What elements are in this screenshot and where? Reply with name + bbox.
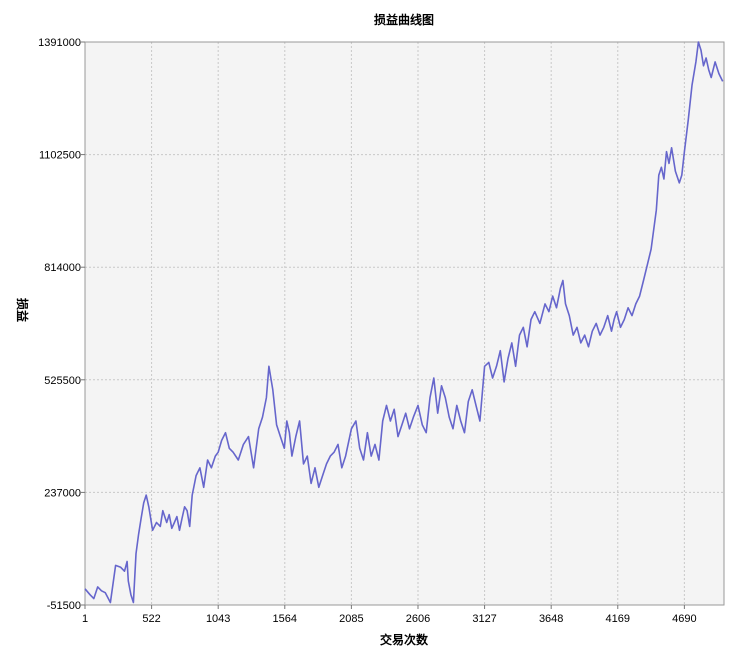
y-tick-label: 525500 [44, 375, 81, 387]
y-axis-ticks: -51500 237000 525500 814000 1102500 1391000 [38, 37, 85, 612]
x-tick-label: 1043 [206, 613, 230, 625]
x-tick-label: 1564 [273, 613, 297, 625]
y-tick-label: 814000 [44, 262, 81, 274]
plot-border [84, 41, 725, 606]
series-line-profit [84, 41, 724, 604]
chart-title: 损益曲线图 [374, 12, 434, 27]
x-axis-ticks: 1 522 1043 1564 2085 2606 3127 3648 4169 4690 [82, 605, 697, 625]
y-axis-label: 损益 [15, 298, 30, 322]
y-tick-label: 1391000 [38, 37, 81, 49]
x-tick-label: 3127 [472, 613, 496, 625]
x-tick-label: 2085 [339, 613, 363, 625]
x-tick-label: 3648 [539, 613, 563, 625]
x-tick-label: 4169 [606, 613, 630, 625]
y-tick-label: 237000 [44, 487, 81, 499]
x-tick-label: 2606 [406, 613, 430, 625]
x-axis-label: 交易次数 [380, 632, 429, 647]
y-tick-label: 1102500 [39, 150, 81, 162]
x-tick-label: 4690 [672, 613, 696, 625]
x-tick-label: 1 [82, 613, 88, 625]
x-tick-label: 522 [142, 613, 160, 625]
y-tick-label: -51500 [47, 600, 81, 612]
